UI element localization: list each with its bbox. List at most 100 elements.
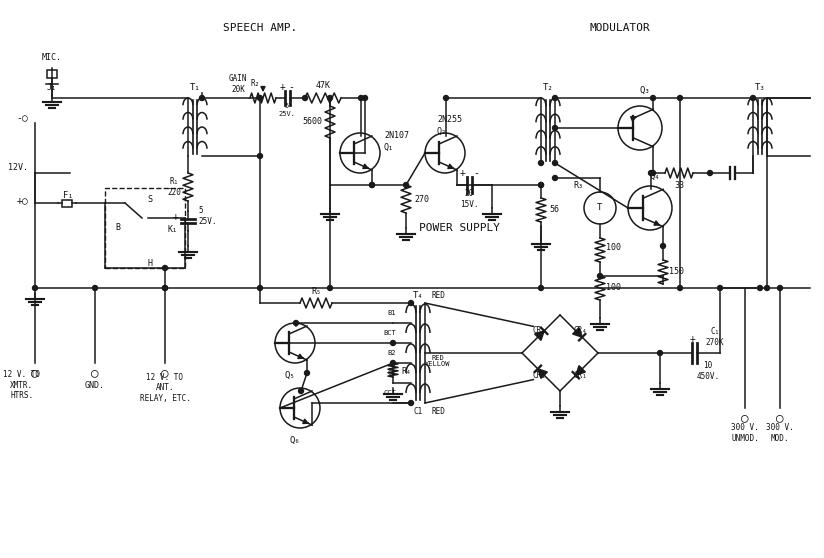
Text: +: + — [280, 82, 286, 92]
Text: 100: 100 — [606, 243, 621, 253]
Text: GND.: GND. — [85, 381, 105, 389]
Circle shape — [302, 95, 307, 100]
Circle shape — [553, 161, 558, 166]
Circle shape — [650, 171, 656, 176]
Text: -: - — [288, 82, 294, 92]
Text: H: H — [147, 258, 152, 267]
Text: T₃: T₃ — [755, 84, 765, 93]
Circle shape — [369, 182, 374, 187]
Text: F₁: F₁ — [63, 190, 73, 200]
Text: CR₂: CR₂ — [532, 371, 546, 381]
Circle shape — [718, 286, 723, 291]
Circle shape — [757, 286, 762, 291]
Circle shape — [162, 286, 167, 291]
Text: 270: 270 — [414, 195, 429, 204]
Text: ○: ○ — [776, 411, 784, 425]
Circle shape — [677, 95, 682, 100]
Text: B1: B1 — [387, 310, 396, 316]
Text: 12 V. TO
ANT.
RELAY, ETC.: 12 V. TO ANT. RELAY, ETC. — [139, 373, 190, 403]
Text: CR₁: CR₁ — [574, 371, 588, 381]
Text: C1: C1 — [414, 406, 423, 416]
Text: R₅: R₅ — [311, 286, 321, 296]
Text: R₂: R₂ — [250, 79, 260, 89]
Circle shape — [391, 340, 396, 345]
Text: R₄: R₄ — [401, 367, 411, 376]
Text: POWER SUPPLY: POWER SUPPLY — [419, 223, 500, 233]
Text: +○: +○ — [16, 195, 28, 205]
Text: CR₃: CR₃ — [532, 326, 546, 335]
Circle shape — [404, 182, 409, 187]
Polygon shape — [576, 365, 585, 375]
Text: R₁
220: R₁ 220 — [167, 177, 181, 197]
Text: K₁: K₁ — [168, 225, 178, 234]
Circle shape — [369, 182, 374, 187]
Text: 5
25V.: 5 25V. — [198, 206, 217, 225]
Circle shape — [162, 286, 167, 291]
Polygon shape — [573, 328, 583, 337]
Text: B: B — [115, 224, 120, 233]
Text: 47K: 47K — [316, 81, 330, 90]
Circle shape — [92, 286, 97, 291]
Circle shape — [539, 161, 544, 166]
Circle shape — [409, 301, 414, 305]
Text: T₁: T₁ — [190, 84, 200, 93]
Text: Q₄: Q₄ — [649, 171, 660, 180]
Circle shape — [677, 286, 682, 291]
Text: +: + — [459, 168, 465, 178]
Text: Q₃: Q₃ — [639, 85, 650, 94]
Text: SPEECH AMP.: SPEECH AMP. — [222, 23, 297, 33]
Text: B2: B2 — [387, 350, 396, 356]
Text: RED: RED — [431, 406, 445, 416]
Circle shape — [553, 126, 558, 131]
Text: BCT: BCT — [383, 330, 396, 336]
Circle shape — [199, 95, 204, 100]
Text: CCT: CCT — [383, 390, 396, 396]
Text: RED
YELLOW: RED YELLOW — [425, 354, 451, 368]
Circle shape — [553, 95, 558, 100]
Bar — [62, 200, 72, 206]
Circle shape — [305, 371, 310, 376]
Text: R₃: R₃ — [573, 181, 583, 190]
Circle shape — [257, 286, 263, 291]
Circle shape — [648, 171, 653, 176]
Circle shape — [708, 171, 713, 176]
Polygon shape — [538, 369, 547, 378]
Text: ○: ○ — [162, 367, 169, 379]
Bar — [47, 70, 57, 78]
Text: Q₁: Q₁ — [384, 142, 394, 152]
Circle shape — [778, 286, 783, 291]
Text: 2N255: 2N255 — [437, 114, 462, 123]
Circle shape — [293, 320, 298, 325]
Circle shape — [597, 273, 602, 278]
Circle shape — [257, 95, 263, 100]
Circle shape — [539, 286, 544, 291]
Circle shape — [391, 360, 396, 365]
Text: 20
15V.: 20 15V. — [460, 189, 478, 209]
Text: 56: 56 — [549, 205, 559, 214]
Circle shape — [32, 286, 38, 291]
Circle shape — [327, 286, 333, 291]
Text: RED: RED — [431, 291, 445, 300]
Circle shape — [661, 243, 666, 248]
Circle shape — [443, 95, 448, 100]
Circle shape — [327, 95, 333, 100]
Text: +: + — [172, 212, 178, 222]
Text: 300 V.
UNMOD.: 300 V. UNMOD. — [731, 424, 759, 442]
Text: -○: -○ — [16, 113, 28, 123]
Text: 300 V.
MOD.: 300 V. MOD. — [766, 424, 794, 442]
Text: ○: ○ — [91, 367, 99, 379]
Circle shape — [298, 388, 303, 393]
Text: Q₆: Q₆ — [289, 435, 301, 445]
Text: MODULATOR: MODULATOR — [590, 23, 650, 33]
Text: 10
450V.: 10 450V. — [696, 361, 719, 381]
Text: -: - — [473, 168, 479, 178]
Text: S: S — [147, 195, 152, 204]
Text: Q₅: Q₅ — [284, 371, 295, 379]
Polygon shape — [535, 331, 544, 340]
Text: 5600: 5600 — [302, 118, 322, 127]
Bar — [105, 188, 185, 268]
Circle shape — [765, 286, 770, 291]
Text: GAIN
20K: GAIN 20K — [229, 74, 247, 94]
Text: J₁: J₁ — [47, 84, 57, 93]
Circle shape — [358, 95, 363, 100]
